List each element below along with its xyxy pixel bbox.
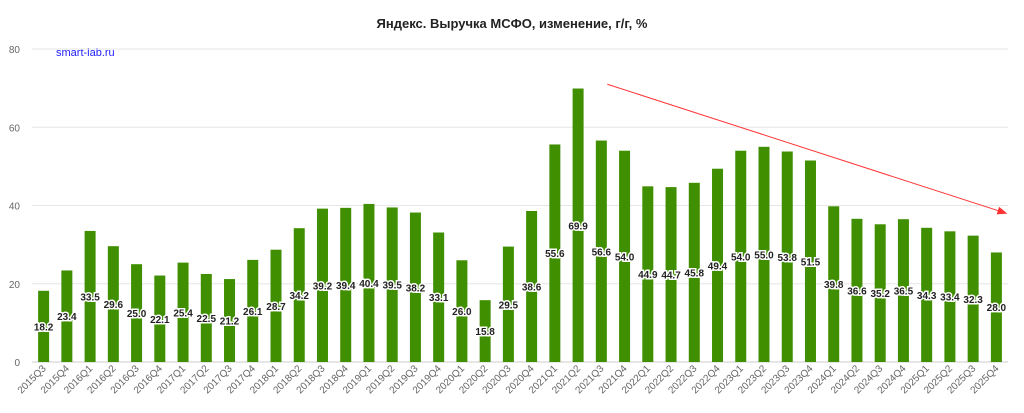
data-label: 25.0 xyxy=(127,309,147,320)
bar-2024Q3 xyxy=(874,224,886,362)
data-label: 29.5 xyxy=(499,300,519,311)
bar-2020Q3 xyxy=(502,246,514,362)
data-label: 38.2 xyxy=(406,283,426,294)
bar-2016Q2 xyxy=(107,246,119,362)
bar-2022Q4 xyxy=(712,168,724,362)
data-label: 44.9 xyxy=(638,270,658,281)
bar-2024Q2 xyxy=(851,218,863,362)
data-label-layer: 18.223.433.5 29.625.022.125.4 22.5 21.226.1… xyxy=(32,220,1008,340)
data-label: 26.0 xyxy=(452,307,472,318)
data-label: 15.8 xyxy=(475,327,495,338)
bar-2017Q2 xyxy=(200,273,212,362)
data-label: 54.0 xyxy=(731,252,751,263)
data-label: 33.4 xyxy=(940,293,960,304)
bar-2020Q1 xyxy=(456,260,468,362)
data-label: 32.3 xyxy=(963,295,983,306)
data-label: 23.4 xyxy=(57,312,77,323)
bar-2025Q4 xyxy=(990,252,1002,362)
data-label: 25.4 xyxy=(173,308,193,319)
bar-2019Q1 xyxy=(363,203,375,362)
watermark-text: smart-lab.ru xyxy=(56,47,115,59)
bar-2023Q4 xyxy=(804,160,816,362)
bar-2024Q4 xyxy=(897,219,909,362)
data-label: 39.4 xyxy=(336,281,356,292)
bar-2021Q2 xyxy=(572,88,584,363)
data-label: 35.2 xyxy=(870,289,890,300)
bar-2018Q2 xyxy=(293,228,305,362)
data-label: 54.0 xyxy=(615,252,635,263)
data-label: 39.8 xyxy=(824,280,844,291)
data-label: 53.8 xyxy=(778,253,798,264)
bar-2018Q3 xyxy=(316,208,328,362)
y-tick-label: 20 xyxy=(9,280,21,291)
data-label: 69.9 xyxy=(568,221,588,232)
data-label: 55.0 xyxy=(754,250,774,261)
data-label: 28.7 xyxy=(266,302,286,313)
data-label: 34.2 xyxy=(290,291,310,302)
data-label: 51.5 xyxy=(801,257,821,268)
bar-2021Q3 xyxy=(595,140,607,362)
data-label: 33.1 xyxy=(429,293,449,304)
bar-2020Q4 xyxy=(526,210,538,362)
data-label: 34.3 xyxy=(917,291,937,302)
chart-title: Яндекс. Выручка МСФО, изменение, г/г, % xyxy=(376,16,648,31)
data-label: 18.2 xyxy=(34,322,54,333)
y-tick-label: 80 xyxy=(9,45,21,56)
bar-2022Q2 xyxy=(665,187,677,362)
bar-2019Q3 xyxy=(409,212,421,362)
y-tick-label: 60 xyxy=(9,123,21,134)
data-label: 45.8 xyxy=(685,268,705,279)
data-label: 33.5 xyxy=(80,292,100,303)
data-label: 22.5 xyxy=(197,314,217,325)
bar-2025Q3 xyxy=(967,235,979,362)
data-label: 38.6 xyxy=(522,282,542,293)
data-label: 21.2 xyxy=(220,317,240,328)
data-label: 29.6 xyxy=(104,300,124,311)
bar-2019Q2 xyxy=(386,207,398,362)
bar-2017Q4 xyxy=(247,259,259,362)
bar-2017Q3 xyxy=(224,279,236,362)
bar-2016Q1 xyxy=(84,230,96,362)
data-label: 36.6 xyxy=(847,286,867,297)
bar-2025Q2 xyxy=(944,231,956,362)
bar-2015Q3 xyxy=(38,290,50,362)
bar-2022Q3 xyxy=(688,182,700,362)
y-axis: 0 20 40 60 80 xyxy=(9,45,21,369)
bar-2021Q4 xyxy=(619,150,631,362)
bar-2015Q4 xyxy=(61,270,73,362)
data-label: 40.4 xyxy=(359,279,379,290)
data-label: 28.0 xyxy=(987,303,1007,314)
data-label: 36.5 xyxy=(894,287,914,298)
data-label: 22.1 xyxy=(150,315,170,326)
grid-layer xyxy=(32,48,1008,363)
bar-2022Q1 xyxy=(642,186,654,362)
bar-2023Q2 xyxy=(758,146,770,362)
bar-2019Q4 xyxy=(433,232,445,362)
data-label: 26.1 xyxy=(243,307,263,318)
data-label: 39.5 xyxy=(382,281,402,292)
x-axis: 2015Q32015Q42016Q12016Q22016Q32016Q42017… xyxy=(16,363,1002,396)
bar-2020Q2 xyxy=(479,300,491,362)
trend-arrow xyxy=(607,83,1008,215)
bar-2017Q1 xyxy=(177,262,189,362)
y-tick-label: 40 xyxy=(9,202,21,213)
data-label: 44.7 xyxy=(661,271,681,282)
trend-layer xyxy=(607,83,1008,215)
bar-2018Q1 xyxy=(270,249,282,362)
bar-2023Q1 xyxy=(735,150,747,362)
data-label: 39.2 xyxy=(313,281,333,292)
bar-2021Q1 xyxy=(549,144,561,362)
bar-2016Q4 xyxy=(154,275,166,362)
bar-2024Q1 xyxy=(828,206,840,362)
data-label: 55.6 xyxy=(545,249,565,260)
bar-2016Q3 xyxy=(131,264,143,362)
bar-layer xyxy=(38,88,1002,363)
y-tick-label: 0 xyxy=(14,358,20,369)
bar-2025Q1 xyxy=(921,227,933,362)
data-label: 56.6 xyxy=(592,247,612,258)
bar-2023Q3 xyxy=(781,151,793,362)
bar-2018Q4 xyxy=(340,207,352,362)
data-label: 49.4 xyxy=(708,261,728,272)
